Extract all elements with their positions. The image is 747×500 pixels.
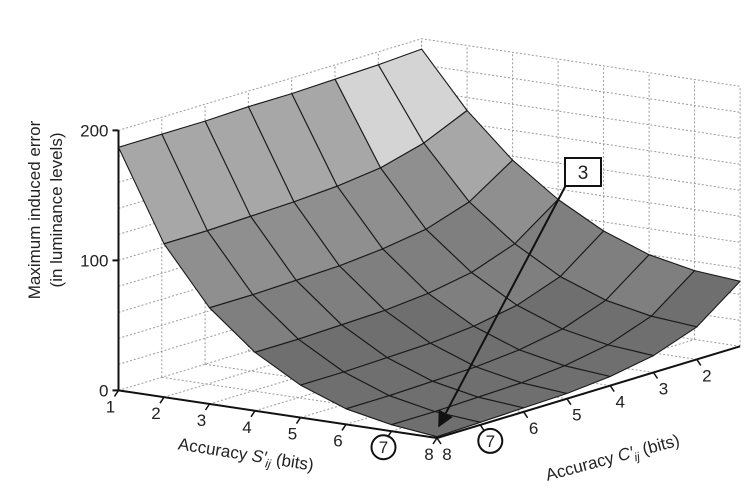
error-surface	[117, 48, 741, 438]
z-axis-title-line1: Maximum induced error	[25, 120, 44, 299]
z-tick-label: 0	[99, 381, 108, 400]
annotation-arrow	[438, 184, 567, 428]
c-axis-tick	[436, 437, 442, 445]
s-axis-title-suffix: (bits)	[270, 449, 315, 474]
c-tick-label: 7	[486, 432, 495, 451]
c-tick-label: 6	[529, 419, 538, 438]
grid-line-z	[118, 38, 741, 131]
s-tick-label: 6	[333, 431, 342, 450]
c-tick-label: 8	[442, 445, 451, 464]
c-axis-tick	[696, 358, 702, 366]
c-tick-highlight	[477, 427, 504, 454]
grid-line-floor	[209, 311, 513, 405]
c-axis-title-var: C′	[616, 443, 637, 466]
c-axis-title-prefix: Accuracy	[543, 447, 620, 485]
s-axis-tick	[250, 410, 256, 418]
c-axis-tick	[609, 385, 615, 393]
c-axis-tick	[652, 372, 659, 379]
annotation: 3	[438, 157, 602, 428]
s-axis-tick	[159, 396, 165, 404]
c-axis-title-sub: ij	[633, 449, 642, 464]
z-axis-title: Maximum induced error (in luminance level…	[25, 120, 66, 299]
axis-lines	[112, 129, 741, 445]
s-axis-tick	[432, 437, 438, 445]
s-axis-title-prefix: Accuracy	[177, 434, 254, 464]
s-axis-tick	[341, 423, 347, 431]
s-tick-label: 2	[151, 404, 160, 423]
c-tick-label: 4	[615, 393, 624, 412]
s-axis-title-sub: ij	[264, 456, 272, 471]
s-tick-label: 4	[242, 418, 251, 437]
z-tick-label: 200	[80, 121, 108, 140]
annotation-box	[564, 157, 602, 187]
c-axis-line	[436, 345, 741, 439]
z-tick-label: 100	[80, 251, 108, 270]
c-tick-label: 3	[659, 380, 668, 399]
s-tick-label: 8	[424, 445, 433, 464]
s-tick-highlight	[370, 434, 397, 461]
c-tick-label: 2	[702, 366, 711, 385]
c-axis-tick	[522, 411, 529, 419]
c-axis-tick	[566, 398, 572, 406]
grid-line-floor	[118, 298, 422, 391]
c-tick-label: 5	[572, 406, 581, 425]
s-tick-label: 1	[106, 397, 115, 416]
grid-line-floor	[163, 305, 468, 398]
c-axis-title: Accuracy C′ij (bits)	[543, 431, 682, 488]
s-axis-title-var: S′	[250, 446, 268, 467]
s-tick-label: 3	[197, 411, 206, 430]
surface-patch	[390, 411, 481, 438]
grid-line-floor	[254, 318, 559, 412]
s-axis-tick	[113, 389, 120, 397]
z-axis-title-line2: (in luminance levels)	[47, 133, 66, 288]
s-axis-tick	[204, 403, 211, 411]
s-axis-line	[118, 389, 438, 439]
c-axis-title-suffix: (bits)	[636, 431, 682, 460]
s-tick-label: 5	[288, 425, 297, 444]
annotation-label: 3	[578, 163, 589, 184]
s-axis-tick	[295, 417, 302, 425]
s-tick-label: 7	[379, 438, 388, 457]
